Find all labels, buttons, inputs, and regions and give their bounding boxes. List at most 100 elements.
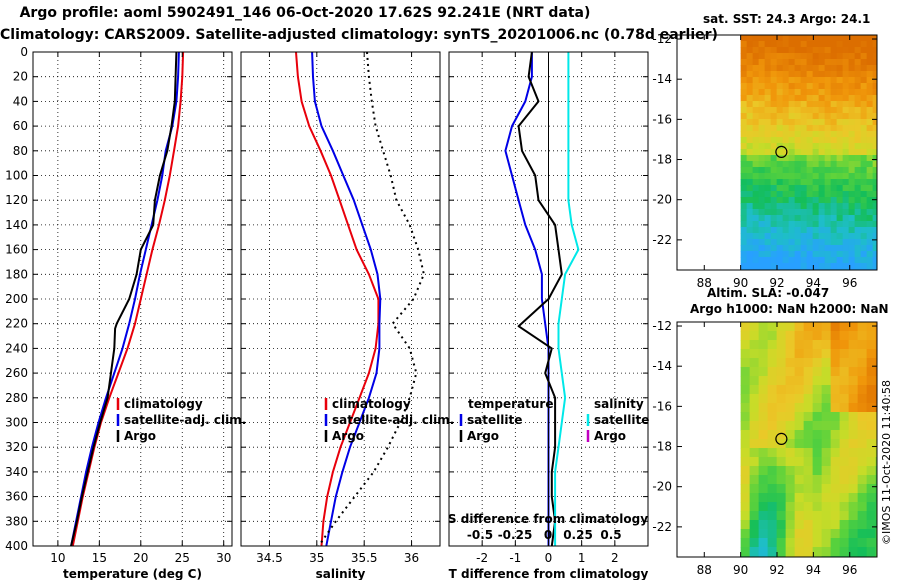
map-cell [788, 89, 796, 96]
map-cell [839, 412, 850, 422]
map-cell [821, 502, 832, 512]
map-cell [824, 161, 832, 168]
map-cell [782, 185, 790, 192]
map-cell [764, 143, 772, 150]
map-cell [770, 125, 778, 132]
map-cell [776, 257, 784, 264]
map-cell [836, 53, 844, 60]
map-cell [836, 221, 844, 228]
x-axis-label: T difference from climatology [449, 567, 649, 580]
map-cell [818, 239, 826, 246]
x-tick-label: 30 [216, 551, 231, 565]
map-cell [821, 394, 832, 404]
map-cell [830, 412, 841, 422]
map-cell [839, 376, 850, 386]
map-cell [764, 251, 772, 258]
map-cell [749, 502, 760, 512]
map-cell [788, 257, 796, 264]
map-cell [800, 185, 808, 192]
map-cell [776, 191, 784, 198]
map-cell [752, 143, 760, 150]
map-cell [866, 520, 877, 530]
map-cell [854, 233, 862, 240]
map-cell [812, 340, 823, 350]
map-cell [866, 257, 874, 264]
map-cell [806, 239, 814, 246]
map-cell [854, 53, 862, 60]
map-cell [818, 161, 826, 168]
map-cell [857, 331, 868, 341]
map-cell [740, 340, 751, 350]
map-cell [848, 502, 859, 512]
map-cell [770, 263, 778, 270]
map-cell [836, 263, 844, 270]
map-cell [875, 475, 877, 485]
map-cell [767, 403, 778, 413]
map-cell [812, 107, 820, 114]
map-cell [830, 101, 838, 108]
map-cell [866, 95, 874, 102]
map-field-sst [740, 35, 877, 270]
map-cell [842, 263, 850, 270]
map-cell [782, 131, 790, 138]
map-cell [770, 191, 778, 198]
map-cell [818, 185, 826, 192]
map-cell [770, 47, 778, 54]
map-cell [857, 448, 868, 458]
map-cell [818, 233, 826, 240]
map-cell [836, 95, 844, 102]
map-cell [800, 173, 808, 180]
map-cell [839, 547, 850, 557]
map-cell [794, 466, 805, 476]
map-cell [749, 430, 760, 440]
map-cell [854, 35, 862, 42]
map-cell [740, 95, 748, 102]
map-cell [872, 239, 877, 246]
x-tick-label: 10 [50, 551, 65, 565]
map-cell [758, 263, 766, 270]
map-cell [872, 191, 877, 198]
map-cell [776, 113, 784, 120]
map-cell [818, 107, 826, 114]
map-cell [749, 448, 760, 458]
map-cell [758, 95, 766, 102]
map-cell [758, 538, 769, 548]
map-cell [875, 439, 877, 449]
map-cell [785, 493, 796, 503]
map-cell [770, 77, 778, 84]
map-cell [848, 457, 859, 467]
map-cell [848, 484, 859, 494]
map-cell [770, 65, 778, 72]
map-cell [848, 538, 859, 548]
map-cell [746, 221, 754, 228]
map-cell [767, 358, 778, 368]
map-cell [830, 209, 838, 216]
map-cell [776, 185, 784, 192]
map-cell [752, 119, 760, 126]
map-cell [794, 221, 802, 228]
map-cell [830, 233, 838, 240]
map-cell [812, 511, 823, 521]
map-cell [800, 161, 808, 168]
map-cell [758, 547, 769, 557]
map-cell [830, 77, 838, 84]
map-cell [854, 47, 862, 54]
map-cell [848, 137, 856, 144]
map-cell [794, 131, 802, 138]
map-cell [830, 245, 838, 252]
map-cell [839, 493, 850, 503]
map-cell [767, 547, 778, 557]
map-cell [842, 101, 850, 108]
map-cell [848, 511, 859, 521]
map-cell [830, 41, 838, 48]
map-cell [818, 101, 826, 108]
map-cell [866, 89, 874, 96]
map-cell [866, 358, 877, 368]
map-cell [857, 484, 868, 494]
map-cell [782, 215, 790, 222]
map-cell [854, 221, 862, 228]
map-cell [788, 227, 796, 234]
map-cell [758, 137, 766, 144]
map-cell [752, 47, 760, 54]
map-cell [746, 227, 754, 234]
